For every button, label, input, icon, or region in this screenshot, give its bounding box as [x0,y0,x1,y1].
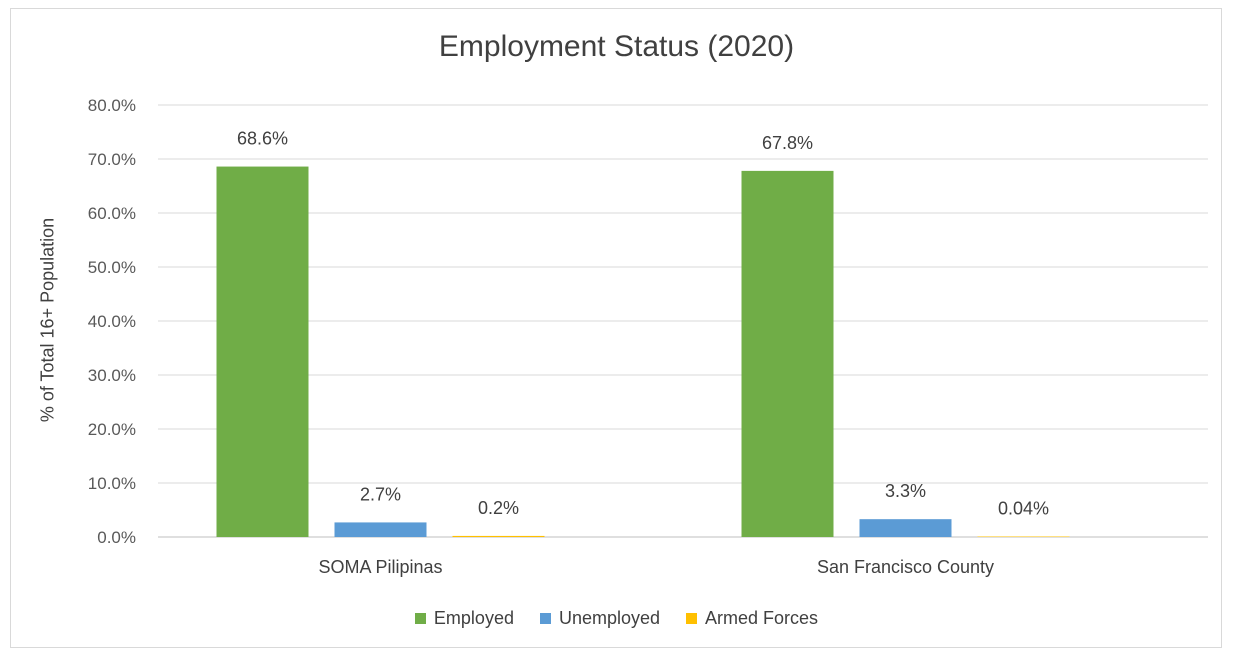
legend-swatch-employed [414,613,426,624]
y-tick-label: 10.0% [88,474,136,493]
bar [216,166,309,537]
x-tick-label: San Francisco County [817,557,994,577]
bar [859,519,952,537]
y-tick-label: 20.0% [88,420,136,439]
chart-frame [10,8,1222,648]
legend: Employed Unemployed Armed Forces [0,608,1233,629]
y-tick-label: 40.0% [88,312,136,331]
legend-item-armed-forces: Armed Forces [686,608,818,629]
bar [334,522,427,537]
x-tick-label: SOMA Pilipinas [318,557,442,577]
y-tick-label: 80.0% [88,96,136,115]
y-tick-label: 50.0% [88,258,136,277]
data-label: 67.8% [762,133,813,153]
data-label: 2.7% [360,484,401,504]
legend-swatch-unemployed [539,613,551,624]
bar [741,170,834,537]
data-label: 0.04% [998,499,1049,519]
y-tick-label: 70.0% [88,150,136,169]
bar [977,536,1070,537]
legend-item-unemployed: Unemployed [539,608,661,629]
legend-swatch-armed-forces [686,613,698,624]
data-label: 3.3% [885,481,926,501]
data-label: 68.6% [237,129,288,149]
y-tick-label: 60.0% [88,204,136,223]
legend-label-armed-forces: Armed Forces [705,608,819,628]
y-tick-label: 30.0% [88,366,136,385]
bar [452,535,545,537]
chart-title: Employment Status (2020) [438,30,795,63]
data-label: 0.2% [478,498,519,518]
legend-label-unemployed: Unemployed [558,608,661,628]
legend-label-employed: Employed [433,608,514,628]
y-tick-label: 0.0% [97,528,136,547]
legend-item-employed: Employed [414,608,514,629]
